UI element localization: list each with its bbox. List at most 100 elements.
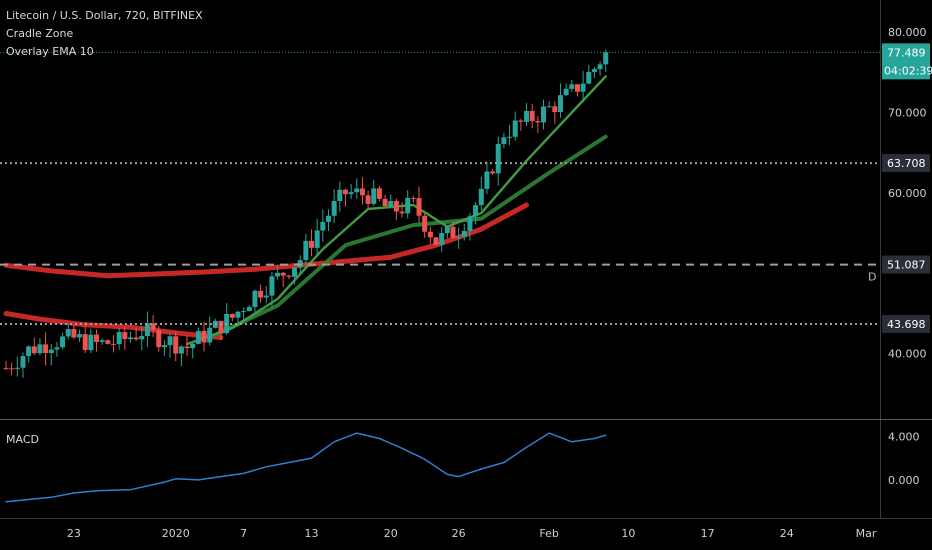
candle-body (337, 189, 343, 201)
candle-body (37, 344, 43, 354)
candle-body (314, 230, 320, 248)
candle-body (48, 349, 54, 354)
candle-body (82, 334, 88, 351)
candle-body (393, 201, 399, 212)
current-price-tag (882, 43, 930, 80)
indicator-overlay-ema[interactable]: Overlay EMA 10 (6, 45, 94, 58)
indicator-cradle-zone[interactable]: Cradle Zone (6, 27, 74, 40)
candle-body (258, 290, 264, 298)
candle-body (167, 336, 173, 346)
time-tick-label: 20 (384, 527, 398, 540)
price-tick-label: 60.000 (888, 187, 927, 200)
candle-body (342, 189, 348, 195)
candle-body (388, 201, 394, 207)
candle-body (444, 226, 450, 234)
candle-body (263, 295, 269, 298)
candle-body (382, 198, 388, 207)
candle-body (195, 330, 201, 344)
candle-body (71, 329, 77, 338)
time-tick-label: 10 (621, 527, 635, 540)
candle-body (359, 188, 365, 196)
candle-body (524, 110, 530, 122)
side-marker: D (868, 271, 876, 284)
candle-body (348, 192, 354, 195)
candle-body (178, 346, 184, 354)
candle-body (586, 71, 592, 84)
candle-body (31, 346, 37, 354)
candle-body (116, 332, 122, 345)
candle-body (77, 334, 83, 338)
ema-green-line (207, 134, 608, 340)
candle-body (410, 197, 416, 199)
candle-body (495, 144, 501, 174)
candle-body (150, 323, 156, 331)
time-tick-label: 26 (452, 527, 466, 540)
level-price-tag (882, 154, 930, 173)
candle-body (461, 230, 467, 237)
candle-body (229, 314, 235, 318)
candle-countdown: 04:02:39 (884, 64, 932, 77)
candle-body (122, 332, 128, 340)
candle-body (184, 346, 190, 349)
time-tick-label: 24 (780, 527, 794, 540)
macd-line (5, 432, 607, 503)
candle-body (326, 215, 331, 222)
candle-body (292, 267, 298, 277)
candle-body (99, 340, 105, 342)
level-price-tag-label: 51.087 (887, 259, 926, 272)
candle-body (303, 240, 309, 261)
time-tick-label: 13 (305, 527, 319, 540)
candle-body (201, 330, 207, 343)
candle-body (484, 171, 490, 189)
candle-body (507, 136, 513, 138)
candle-body (422, 215, 428, 232)
candle-body (427, 231, 433, 238)
candle-body (399, 211, 405, 214)
candle-body (603, 52, 609, 65)
candle-body (94, 334, 100, 342)
candle-body (512, 120, 518, 137)
candle-body (467, 216, 473, 231)
price-tick-label: 40.000 (888, 348, 927, 361)
level-price-tag-label: 63.708 (887, 157, 926, 170)
candle-body (552, 106, 558, 112)
candle-body (43, 344, 49, 354)
candle-body (535, 120, 541, 123)
time-tick-label: 7 (240, 527, 247, 540)
candle-body (275, 272, 281, 277)
price-tick-label: 70.000 (888, 107, 927, 120)
candle-body (563, 88, 569, 96)
candle-body (65, 329, 71, 337)
candle-body (478, 188, 484, 206)
candle-body (105, 340, 111, 344)
candle-body (286, 275, 292, 277)
candle-body (133, 337, 139, 340)
candle-body (501, 137, 507, 145)
candle-body (541, 106, 546, 123)
candle-body (557, 95, 563, 112)
time-tick-label: 17 (701, 527, 715, 540)
candle-body (490, 171, 496, 174)
time-tick-label: Mar (856, 527, 877, 540)
candle-body (280, 272, 286, 276)
candle-body (405, 197, 411, 214)
candle-body (218, 320, 224, 334)
candle-body (9, 368, 15, 370)
candle-body (139, 335, 145, 340)
candle-body (246, 307, 252, 312)
macd-legend[interactable]: MACD (6, 433, 39, 446)
time-tick-label: Feb (539, 527, 558, 540)
candle-body (127, 337, 133, 340)
candle-body (3, 368, 9, 370)
candle-body (439, 233, 445, 245)
candle-body (309, 240, 315, 248)
candle-body (54, 347, 60, 350)
candle-body (26, 346, 32, 357)
candle-body (14, 367, 20, 369)
candle-body (60, 336, 66, 348)
candle-body (580, 83, 586, 92)
level-price-tag (882, 255, 930, 274)
candle-body (450, 226, 456, 238)
ema-lime-line (185, 75, 607, 346)
